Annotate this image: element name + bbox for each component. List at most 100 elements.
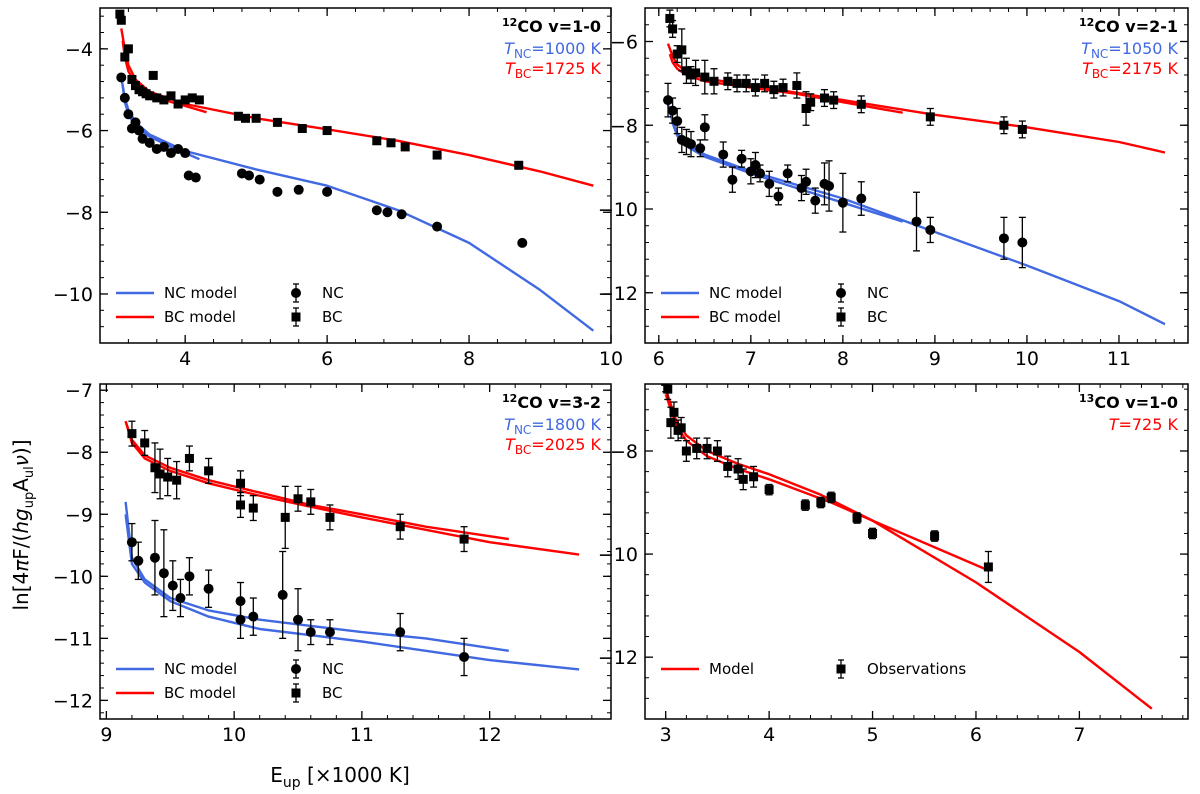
bc-data-point: [819, 93, 829, 103]
nc-data-point: [667, 105, 678, 116]
temperature-label: TNC=1000 K: [504, 39, 601, 61]
x-tick-label: 10: [1015, 348, 1039, 370]
x-tick-label: 4: [179, 348, 191, 370]
bc-data-point: [152, 93, 162, 103]
bc-data-point: [925, 112, 935, 122]
nc-data-point: [149, 552, 160, 563]
nc-data-point: [235, 614, 246, 625]
nc-data-point: [764, 178, 775, 189]
panel-title-isotope: 12: [502, 392, 517, 405]
legend-line-label: NC model: [164, 284, 237, 302]
nc-data-point: [158, 141, 169, 152]
bc-data-point: [293, 494, 303, 504]
legend-marker-label: NC: [322, 284, 344, 302]
bc-data-point: [395, 522, 405, 532]
temperature-symbol: T: [504, 39, 515, 58]
x-tick-label: 4: [763, 724, 775, 746]
observation-point: [712, 446, 722, 456]
bc-data-point: [123, 44, 133, 54]
temperature-value: =2175 K: [1108, 59, 1178, 78]
observation-point: [669, 407, 679, 417]
bc-data-point: [856, 99, 866, 109]
legend-line-label: BC model: [164, 308, 236, 326]
bc-model-line: [124, 420, 509, 541]
panel-3: 9 10 11 12−12−11−10−9−8−7 12CO v=3-2TNC=1800…: [53, 380, 612, 746]
observation-point: [764, 485, 774, 495]
x-tick-label: 3: [660, 724, 672, 746]
nc-data-point: [293, 614, 304, 625]
nc-data-point: [116, 72, 127, 83]
legend-line-label: BC model: [709, 308, 781, 326]
bc-data-point: [677, 45, 687, 55]
nc-data-point: [277, 589, 288, 600]
axes-frame: [99, 7, 612, 344]
nc-data-point: [158, 568, 169, 579]
bc-data-point: [155, 469, 165, 479]
panel-title: 12CO v=3-2: [502, 392, 601, 412]
temperature-label: TNC=1050 K: [1081, 39, 1178, 61]
y-tick-label: −8: [610, 441, 638, 463]
temperature-symbol: T: [504, 415, 515, 434]
observation-point: [733, 464, 743, 474]
y-tick-label: −10: [598, 199, 638, 221]
nc-data-point: [736, 153, 747, 164]
bc-data-point: [173, 99, 183, 109]
panel-title: 12CO v=1-0: [502, 16, 601, 36]
x-tick-label: 6: [970, 724, 982, 746]
observation-point: [723, 461, 733, 471]
y-axis-label-part: ν: [9, 455, 33, 466]
temperature-subscript: BC: [515, 67, 531, 81]
observation-point: [826, 492, 836, 502]
bc-data-point: [432, 150, 442, 160]
bc-data-point: [272, 117, 282, 127]
legend-square-marker: [291, 688, 301, 698]
nc-data-point: [119, 92, 130, 103]
observation-point: [663, 384, 673, 394]
temperature-label: TBC=2025 K: [505, 435, 601, 457]
x-tick-label: 8: [463, 348, 475, 370]
bc-data-point: [723, 76, 733, 86]
bc-data-point: [251, 113, 261, 123]
legend-line-label: Model: [709, 660, 754, 678]
nc-data-point: [133, 555, 144, 566]
bc-data-point: [248, 503, 258, 513]
temperature-value: =2025 K: [531, 435, 601, 454]
bc-data-point: [145, 91, 155, 101]
nc-data-point: [371, 205, 382, 216]
legend-marker-label: Observations: [867, 660, 966, 678]
nc-data-point: [718, 149, 729, 160]
temperature-symbol: T: [1082, 59, 1093, 78]
bc-data-point: [691, 68, 701, 78]
nc-data-point: [248, 611, 259, 622]
y-axis-label-part: g: [9, 508, 33, 521]
bc-data-point: [668, 24, 678, 34]
nc-data-point: [396, 209, 407, 220]
bc-data-point: [116, 15, 126, 25]
observation-point: [702, 443, 712, 453]
bc-data-point: [750, 83, 760, 93]
temperature-value: =1050 K: [1108, 39, 1178, 58]
panel-title: 12CO v=2-1: [1079, 16, 1178, 36]
panel-title-text: CO v=3-2: [517, 393, 601, 412]
observation-point: [738, 474, 748, 484]
nc-data-point: [755, 168, 766, 179]
y-axis-label-part: up: [22, 492, 37, 509]
y-tick-label: −10: [53, 566, 93, 588]
nc-data-point: [130, 117, 141, 128]
bc-data-point: [180, 95, 190, 105]
nc-data-point: [998, 233, 1009, 244]
legend-marker-label: BC: [322, 308, 343, 326]
y-tick-label: −12: [598, 283, 638, 305]
nc-data-point: [272, 186, 283, 197]
legend-line-label: BC model: [164, 684, 236, 702]
nc-data-point: [382, 207, 393, 218]
temperature-value: =1725 K: [531, 59, 601, 78]
bc-data-point: [769, 85, 779, 95]
legend-marker-label: BC: [867, 308, 888, 326]
nc-data-point: [254, 174, 265, 185]
nc-data-point: [144, 137, 155, 148]
bc-data-point: [236, 478, 246, 488]
observation-point: [930, 531, 940, 541]
observation-point: [800, 500, 810, 510]
nc-data-point: [293, 184, 304, 195]
